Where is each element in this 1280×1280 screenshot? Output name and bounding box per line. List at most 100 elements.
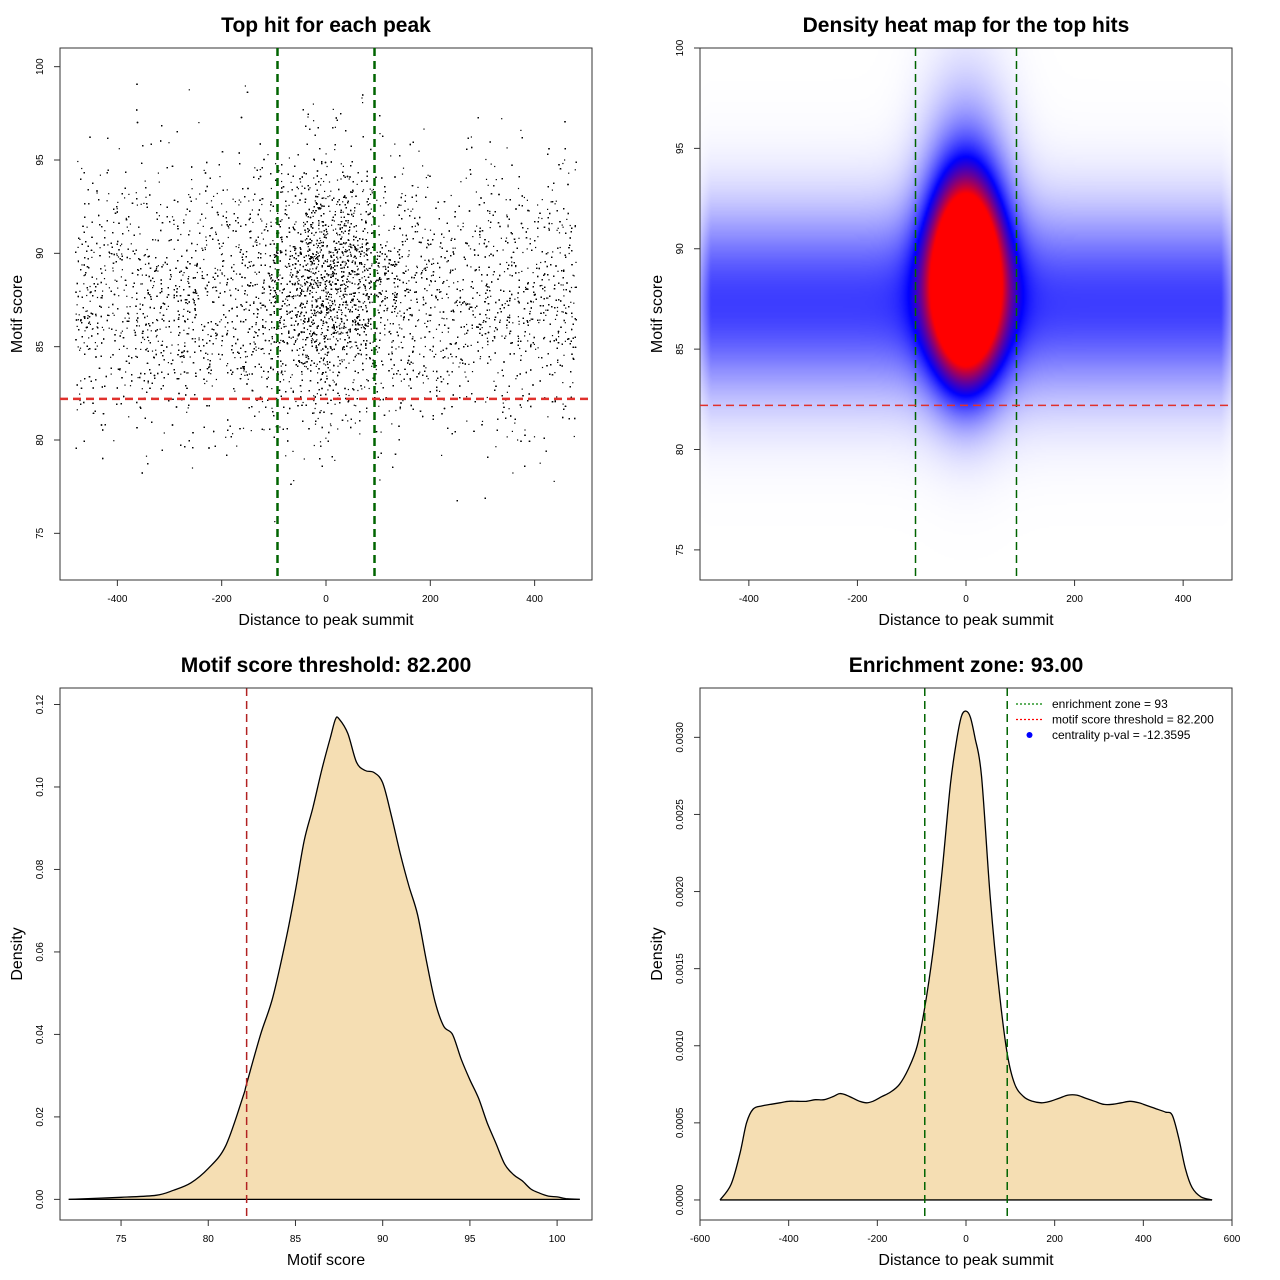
scatter-point	[454, 247, 456, 249]
scatter-point	[274, 301, 276, 303]
scatter-point	[362, 102, 364, 104]
scatter-point	[368, 387, 370, 390]
scatter-point	[75, 313, 77, 315]
scatter-point	[428, 261, 430, 263]
scatter-point	[330, 296, 332, 298]
scatter-point	[558, 336, 560, 338]
scatter-point	[565, 331, 567, 333]
scatter-point	[320, 349, 322, 351]
scatter-point	[546, 297, 548, 299]
scatter-point	[387, 319, 389, 321]
scatter-point	[288, 157, 290, 159]
scatter-point	[468, 245, 470, 247]
scatter-point	[460, 304, 462, 306]
scatter-point	[117, 256, 120, 258]
scatter-point	[79, 238, 81, 240]
scatter-point	[246, 355, 248, 358]
scatter-point	[261, 203, 263, 206]
scatter-point	[556, 306, 559, 309]
scatter-point	[140, 348, 142, 350]
scatter-point	[129, 385, 132, 387]
scatter-point	[368, 248, 370, 250]
scatter-point	[399, 373, 401, 376]
scatter-point	[289, 274, 291, 276]
scatter-point	[512, 472, 514, 474]
scatter-point	[232, 433, 234, 435]
scatter-point	[331, 224, 333, 226]
scatter-point	[535, 246, 537, 249]
scatter-point	[83, 275, 85, 277]
scatter-point	[314, 200, 316, 202]
scatter-point	[359, 301, 361, 303]
scatter-point	[305, 361, 307, 363]
scatter-point	[490, 295, 492, 297]
scatter-point	[178, 286, 181, 288]
scatter-point	[117, 287, 119, 289]
scatter-point	[330, 333, 333, 336]
scatter-point	[479, 236, 481, 238]
scatter-point	[334, 403, 336, 405]
scatter-point	[430, 281, 432, 283]
scatter-point	[517, 297, 519, 299]
scatter-point	[415, 200, 418, 202]
scatter-point	[419, 353, 421, 355]
scatter-point	[186, 372, 188, 374]
scatter-point	[348, 213, 350, 216]
scatter-point	[151, 350, 154, 352]
scatter-point	[332, 272, 334, 274]
scatter-point	[275, 302, 277, 304]
scatter-point	[236, 445, 238, 447]
scatter-point	[259, 243, 261, 245]
scatter-point	[384, 265, 386, 267]
scatter-point	[305, 215, 307, 217]
scatter-point	[353, 212, 355, 214]
scatter-point	[341, 312, 343, 314]
scatter-point	[280, 365, 282, 367]
scatter-point	[311, 291, 313, 293]
scatter-point	[541, 284, 543, 287]
scatter-point	[371, 192, 373, 194]
scatter-point	[264, 229, 266, 231]
scatter-point	[188, 89, 190, 91]
scatter-point	[338, 395, 340, 397]
scatter-point	[194, 338, 196, 340]
scatter-point	[380, 382, 382, 384]
scatter-point	[310, 271, 312, 273]
scatter-point	[343, 359, 345, 361]
scatter-point	[359, 324, 361, 326]
scatter-point	[335, 321, 337, 323]
scatter-point	[299, 269, 301, 271]
scatter-point	[352, 260, 354, 262]
scatter-point	[330, 266, 332, 268]
scatter-point	[191, 467, 194, 469]
scatter-point	[506, 391, 508, 393]
scatter-point	[223, 275, 226, 277]
scatter-point	[289, 295, 291, 298]
scatter-point	[458, 366, 460, 368]
scatter-point	[244, 85, 246, 87]
scatter-point	[479, 294, 481, 296]
scatter-point	[563, 289, 565, 291]
scatter-point	[77, 260, 79, 262]
scatter-point	[429, 320, 431, 322]
scatter-point	[303, 221, 305, 224]
scatter-point	[322, 358, 325, 361]
scatter-point	[441, 233, 443, 236]
scatter-point	[317, 310, 319, 313]
scatter-point	[547, 297, 549, 299]
scatter-point	[167, 362, 169, 364]
scatter-point	[297, 294, 299, 296]
scatter-point	[479, 356, 482, 358]
scatter-point	[351, 306, 353, 308]
scatter-point	[365, 295, 367, 297]
scatter-point	[173, 223, 175, 225]
scatter-point	[188, 327, 190, 329]
scatter-point	[476, 225, 478, 227]
scatter-point	[272, 240, 274, 242]
scatter-point	[339, 295, 341, 298]
scatter-point	[126, 226, 128, 228]
scatter-point	[369, 203, 371, 205]
scatter-point	[310, 264, 312, 266]
scatter-point	[209, 364, 211, 366]
scatter-point	[128, 230, 130, 232]
